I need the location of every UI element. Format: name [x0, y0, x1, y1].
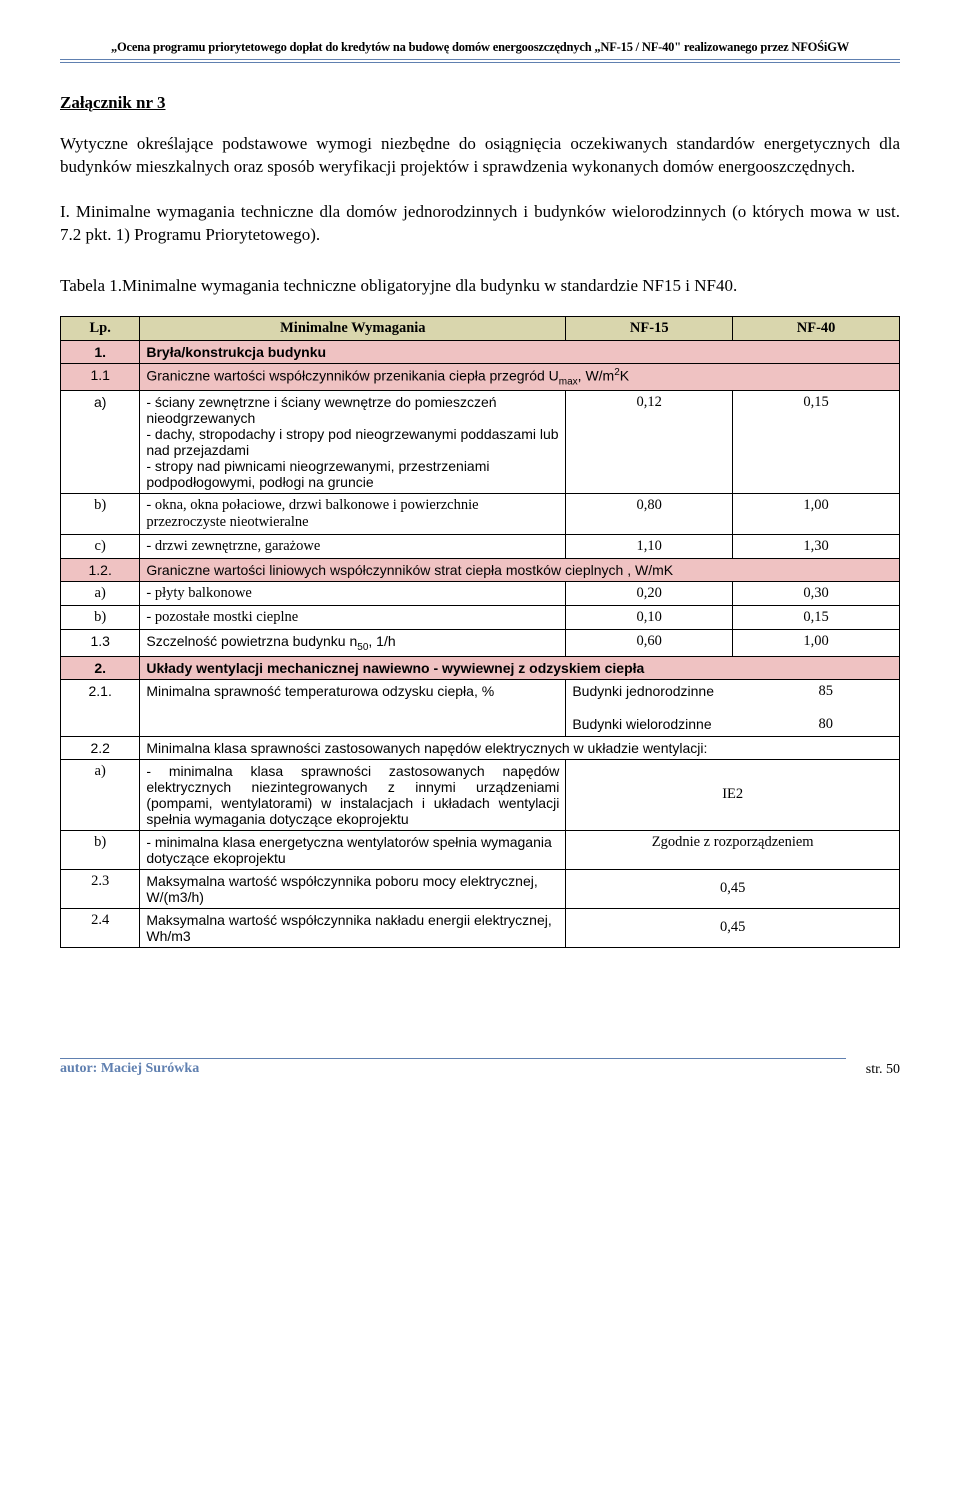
- table-caption: Tabela 1.Minimalne wymagania techniczne …: [60, 275, 900, 298]
- row-12b-nf15: 0,10: [566, 606, 733, 630]
- row-23-lp: 2.3: [61, 869, 140, 908]
- row-22b-val: Zgodnie z rozporządzeniem: [566, 830, 900, 869]
- row-b-txt: - okna, okna połaciowe, drzwi balkonowe …: [140, 494, 566, 535]
- row-12a-nf40: 0,30: [733, 582, 900, 606]
- row-11-lp: 1.1: [61, 363, 140, 390]
- header-divider: [60, 62, 900, 63]
- row-13-txt: Szczelność powietrzna budynku n50, 1/h: [140, 630, 566, 657]
- row-21-cell2: Budynki wielorodzinne 80: [566, 703, 900, 737]
- row-23-val: 0,45: [566, 869, 900, 908]
- footer-author: autor: Maciej Surówka: [60, 1058, 846, 1078]
- row-22-txt: Minimalna klasa sprawności zastosowanych…: [140, 736, 900, 759]
- row-b-nf15: 0,80: [566, 494, 733, 535]
- row-12-txt: Graniczne wartości liniowych współczynni…: [140, 559, 900, 582]
- row-c-nf15: 1,10: [566, 535, 733, 559]
- row-22a-lp: a): [61, 759, 140, 830]
- row-12a-txt: - płyty balkonowe: [140, 582, 566, 606]
- row-22a-val: IE2: [566, 759, 900, 830]
- col-nf15: NF-15: [566, 316, 733, 340]
- col-lp: Lp.: [61, 316, 140, 340]
- row-24-val: 0,45: [566, 908, 900, 947]
- row-b-nf40: 1,00: [733, 494, 900, 535]
- row-2-txt: Układy wentylacji mechanicznej nawiewno …: [140, 656, 900, 679]
- row-13-lp: 1.3: [61, 630, 140, 657]
- row-24-lp: 2.4: [61, 908, 140, 947]
- row-12-lp: 1.2.: [61, 559, 140, 582]
- intro-paragraph: Wytyczne określające podstawowe wymogi n…: [60, 133, 900, 179]
- row-12a-lp: a): [61, 582, 140, 606]
- row-c-txt: - drzwi zewnętrzne, garażowe: [140, 535, 566, 559]
- row-a-lp: a): [61, 391, 140, 494]
- row-11-txt: Graniczne wartości współczynników przeni…: [140, 363, 900, 390]
- row-12a-nf15: 0,20: [566, 582, 733, 606]
- row-22b-txt: - minimalna klasa energetyczna wentylato…: [140, 830, 566, 869]
- row-c-nf40: 1,30: [733, 535, 900, 559]
- col-req: Minimalne Wymagania: [140, 316, 566, 340]
- row-21-txt: Minimalna sprawność temperaturowa odzysk…: [140, 679, 566, 736]
- row-1-txt: Bryła/konstrukcja budynku: [140, 340, 900, 363]
- row-12b-txt: - pozostałe mostki cieplne: [140, 606, 566, 630]
- row-12b-nf40: 0,15: [733, 606, 900, 630]
- requirements-table: Lp. Minimalne Wymagania NF-15 NF-40 1. B…: [60, 316, 900, 948]
- attachment-title: Załącznik nr 3: [60, 93, 900, 113]
- row-1-lp: 1.: [61, 340, 140, 363]
- row-22-lp: 2.2: [61, 736, 140, 759]
- row-22a-txt: - minimalna klasa sprawności zastosowany…: [140, 759, 566, 830]
- row-a-nf40: 0,15: [733, 391, 900, 494]
- row-24-txt: Maksymalna wartość współczynnika nakładu…: [140, 908, 566, 947]
- row-b-lp: b): [61, 494, 140, 535]
- section-heading: I. Minimalne wymagania techniczne dla do…: [60, 201, 900, 247]
- row-21-cell1: Budynki jednorodzinne 85: [566, 679, 900, 703]
- footer-page: str. 50: [866, 1058, 900, 1078]
- row-21-lp: 2.1.: [61, 679, 140, 736]
- row-22b-lp: b): [61, 830, 140, 869]
- row-c-lp: c): [61, 535, 140, 559]
- row-a-nf15: 0,12: [566, 391, 733, 494]
- row-a-txt: - ściany zewnętrzne i ściany wewnętrze d…: [140, 391, 566, 494]
- row-23-txt: Maksymalna wartość współczynnika poboru …: [140, 869, 566, 908]
- page-footer: autor: Maciej Surówka str. 50: [60, 1058, 900, 1078]
- col-nf40: NF-40: [733, 316, 900, 340]
- row-13-nf40: 1,00: [733, 630, 900, 657]
- row-13-nf15: 0,60: [566, 630, 733, 657]
- row-2-lp: 2.: [61, 656, 140, 679]
- row-12b-lp: b): [61, 606, 140, 630]
- page-header: „Ocena programu priorytetowego dopłat do…: [60, 40, 900, 60]
